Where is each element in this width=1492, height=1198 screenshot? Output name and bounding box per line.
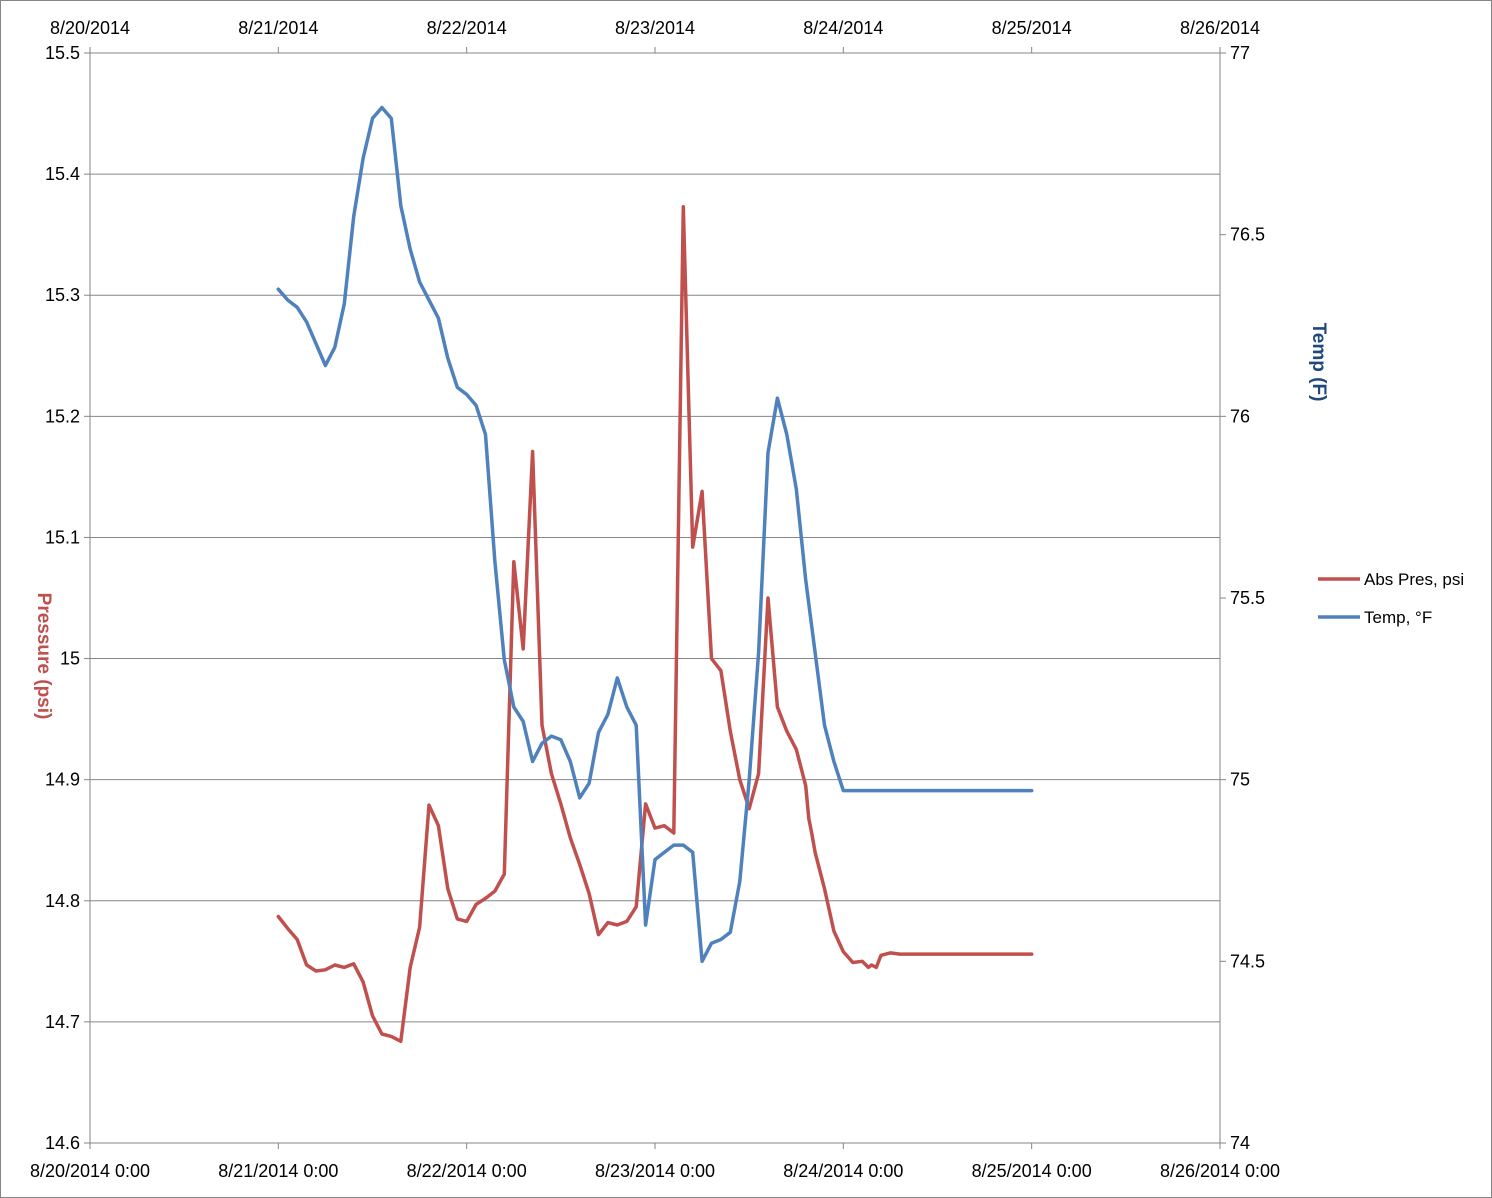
x-tick-label-bottom: 8/24/2014 0:00 [783,1161,903,1181]
x-tick-label-bottom: 8/20/2014 0:00 [30,1161,150,1181]
y-tick-label: 15.3 [45,285,80,305]
legend-label-pressure: Abs Pres, psi [1364,570,1464,589]
y-tick-label: 14.9 [45,770,80,790]
y-tick-label: 15.1 [45,527,80,547]
y-tick-label: 14.6 [45,1133,80,1153]
series-line-pressure [276,205,1034,1044]
x-tick-label-top: 8/22/2014 [427,18,507,38]
y-tick-label: 15.2 [45,406,80,426]
axes [84,47,1226,1149]
y2-tick-label: 76.5 [1230,225,1265,245]
y2-tick-label: 75.5 [1230,588,1265,608]
x-tick-label-bottom: 8/26/2014 0:00 [1160,1161,1280,1181]
series-layer [276,105,1034,1044]
legend: Abs Pres, psi Temp, °F [1318,570,1464,627]
y-tick-label: 15.4 [45,164,80,184]
y2-tick-label: 75 [1230,770,1250,790]
gridlines [90,52,1220,1144]
x-tick-label-bottom: 8/21/2014 0:00 [218,1161,338,1181]
x-tick-label-top: 8/26/2014 [1180,18,1260,38]
series-line-temp [276,105,1034,964]
y2-tick-label: 74.5 [1230,951,1265,971]
x-tick-label-top: 8/21/2014 [238,18,318,38]
y-tick-label: 15.5 [45,43,80,63]
y2-tick-label: 77 [1230,43,1250,63]
y2-tick-label: 74 [1230,1133,1250,1153]
legend-label-temp: Temp, °F [1364,608,1432,627]
x-tick-label-top: 8/24/2014 [803,18,883,38]
x-tick-label-top: 8/23/2014 [615,18,695,38]
y-tick-label: 15 [60,649,80,669]
y2-axis-title: Temp (F) [1308,323,1329,402]
tick-labels: 14.6 14.7 14.8 14.9 15 15.1 15.2 15.3 15.4 15.5 74… [30,18,1280,1181]
y-tick-label: 14.8 [45,891,80,911]
y-axis-title: Pressure (psi) [33,593,54,720]
y-tick-label: 14.7 [45,1012,80,1032]
x-tick-label-bottom: 8/25/2014 0:00 [972,1161,1092,1181]
y2-tick-label: 76 [1230,406,1250,426]
x-tick-label-bottom: 8/22/2014 0:00 [407,1161,527,1181]
x-tick-label-top: 8/25/2014 [992,18,1072,38]
x-tick-label-top: 8/20/2014 [50,18,130,38]
x-tick-label-bottom: 8/23/2014 0:00 [595,1161,715,1181]
